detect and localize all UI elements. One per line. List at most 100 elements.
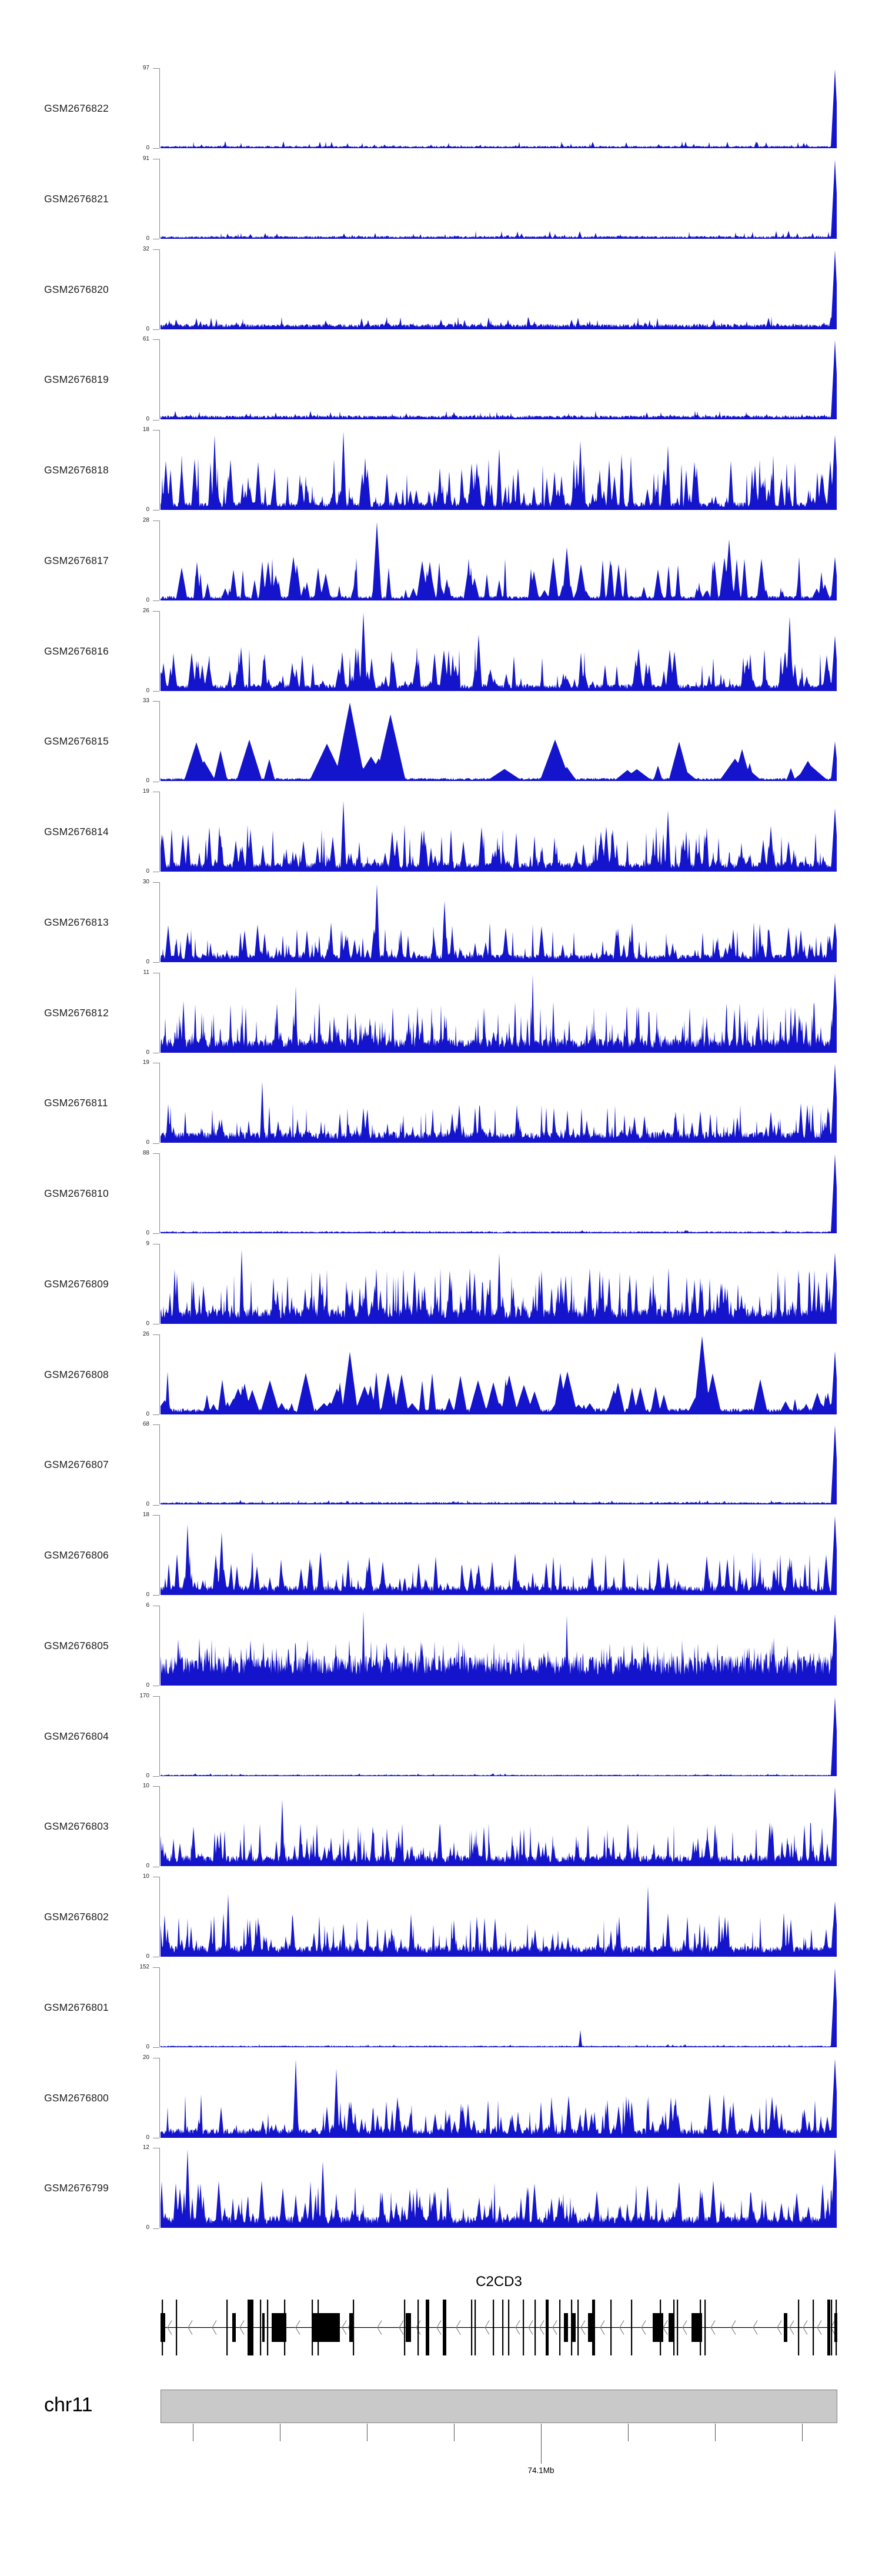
coverage-track-row: GSM2676807 68 0 bbox=[0, 1421, 882, 1508]
y-axis-zero-label: 0 bbox=[146, 2224, 149, 2231]
gene-exon bbox=[248, 2300, 253, 2355]
gene-exon bbox=[318, 2300, 319, 2355]
axis-tick bbox=[628, 2424, 629, 2441]
gene-exon bbox=[673, 2300, 675, 2355]
sample-label: GSM2676799 bbox=[44, 2182, 109, 2194]
strand-arrow-left-icon bbox=[167, 2320, 172, 2335]
strand-arrow-left-icon bbox=[239, 2320, 245, 2335]
gene-exon bbox=[588, 2313, 592, 2342]
gene-exon bbox=[631, 2300, 633, 2355]
y-axis-line bbox=[153, 1153, 160, 1234]
coverage-plot bbox=[161, 431, 837, 510]
coverage-track-row: GSM2676819 61 0 bbox=[0, 336, 882, 422]
y-axis-zero-label: 0 bbox=[146, 2043, 149, 2050]
axis-tick bbox=[802, 2424, 803, 2441]
coverage-plot bbox=[161, 69, 837, 148]
strand-arrow-left-icon bbox=[731, 2320, 736, 2335]
gene-exon bbox=[262, 2313, 265, 2342]
y-axis-line bbox=[153, 610, 160, 692]
sample-label: GSM2676813 bbox=[44, 916, 109, 928]
y-axis-line bbox=[153, 1967, 160, 2048]
coverage-track-row: GSM2676806 18 0 bbox=[0, 1511, 882, 1598]
y-axis-zero-label: 0 bbox=[146, 1772, 149, 1779]
strand-arrow-left-icon bbox=[295, 2320, 300, 2335]
coverage-plot bbox=[161, 1787, 837, 1867]
gene-exon bbox=[653, 2313, 663, 2342]
y-axis-max-label: 26 bbox=[142, 1330, 149, 1337]
coverage-plot bbox=[161, 159, 837, 239]
coverage-track-row: GSM2676803 10 0 bbox=[0, 1783, 882, 1869]
axis-tick bbox=[454, 2424, 455, 2441]
sample-label: GSM2676806 bbox=[44, 1549, 109, 1561]
y-axis-line bbox=[153, 430, 160, 511]
gene-exon bbox=[669, 2313, 674, 2342]
coverage-plot bbox=[161, 973, 837, 1053]
coverage-plot bbox=[161, 522, 837, 600]
coverage-track-row: GSM2676817 28 0 bbox=[0, 517, 882, 603]
y-axis-max-label: 10 bbox=[142, 1783, 149, 1790]
sample-label: GSM2676802 bbox=[44, 1911, 109, 1923]
strand-arrow-left-icon bbox=[682, 2320, 687, 2335]
strand-arrow-left-icon bbox=[600, 2320, 605, 2335]
coverage-track-row: GSM2676814 19 0 bbox=[0, 788, 882, 875]
y-axis-zero-label: 0 bbox=[146, 1139, 149, 1146]
gene-exon bbox=[406, 2313, 411, 2342]
gene-exon bbox=[798, 2300, 800, 2355]
coverage-plot bbox=[161, 1425, 837, 1505]
y-axis-zero-label: 0 bbox=[146, 1953, 149, 1960]
gene-exon bbox=[572, 2313, 576, 2342]
y-axis-zero-label: 0 bbox=[146, 1049, 149, 1056]
strand-arrow-left-icon bbox=[803, 2320, 808, 2335]
sample-label: GSM2676804 bbox=[44, 1730, 109, 1742]
gene-exon bbox=[559, 2300, 561, 2355]
y-axis-max-label: 30 bbox=[142, 878, 149, 885]
strand-arrow-left-icon bbox=[515, 2320, 520, 2335]
y-axis-line bbox=[153, 1515, 160, 1596]
y-axis-max-label: 6 bbox=[146, 1601, 149, 1609]
y-axis-line bbox=[153, 1605, 160, 1687]
y-axis-line bbox=[153, 158, 160, 240]
gene-exon bbox=[232, 2313, 236, 2342]
sample-label: GSM2676801 bbox=[44, 2001, 109, 2013]
gene-exon bbox=[267, 2300, 269, 2355]
coverage-plot bbox=[161, 1336, 837, 1414]
coverage-track-row: GSM2676815 33 0 bbox=[0, 698, 882, 784]
sample-label: GSM2676800 bbox=[44, 2091, 109, 2104]
axis-tick bbox=[367, 2424, 368, 2441]
gene-exon bbox=[284, 2300, 286, 2355]
y-axis-line bbox=[153, 1063, 160, 1144]
strand-arrow-left-icon bbox=[580, 2320, 586, 2335]
y-axis-max-label: 61 bbox=[142, 336, 149, 343]
gene-exon bbox=[677, 2300, 679, 2355]
y-axis-max-label: 19 bbox=[142, 788, 149, 795]
coverage-plot bbox=[161, 1696, 837, 1776]
sample-label: GSM2676810 bbox=[44, 1187, 109, 1199]
gene-exon bbox=[827, 2300, 830, 2355]
strand-arrow-left-icon bbox=[456, 2320, 461, 2335]
y-axis-line bbox=[153, 1696, 160, 1777]
y-axis-max-label: 97 bbox=[142, 65, 149, 71]
gene-exon bbox=[475, 2300, 476, 2355]
coverage-plot bbox=[161, 612, 837, 691]
strand-arrow-left-icon bbox=[753, 2320, 758, 2335]
y-axis-max-label: 88 bbox=[142, 1150, 149, 1156]
y-axis-zero-label: 0 bbox=[146, 1320, 149, 1327]
y-axis-zero-label: 0 bbox=[146, 1501, 149, 1508]
y-axis-zero-label: 0 bbox=[146, 596, 149, 603]
gene-exon bbox=[426, 2300, 429, 2355]
sample-label: GSM2676808 bbox=[44, 1368, 109, 1380]
coverage-plot bbox=[161, 1516, 837, 1595]
y-axis-line bbox=[153, 2057, 160, 2138]
gene-exon bbox=[162, 2300, 163, 2355]
sample-label: GSM2676822 bbox=[44, 102, 109, 114]
coverage-plot bbox=[161, 340, 837, 420]
gene-exon bbox=[831, 2300, 833, 2355]
y-axis-zero-label: 0 bbox=[146, 868, 149, 875]
chromosome-ideogram-bar bbox=[161, 2390, 837, 2423]
y-axis-zero-label: 0 bbox=[146, 1591, 149, 1598]
gene-exon bbox=[502, 2300, 504, 2355]
y-axis-max-label: 12 bbox=[142, 2144, 149, 2151]
coverage-plot bbox=[161, 883, 837, 962]
y-axis-line bbox=[153, 2148, 160, 2229]
